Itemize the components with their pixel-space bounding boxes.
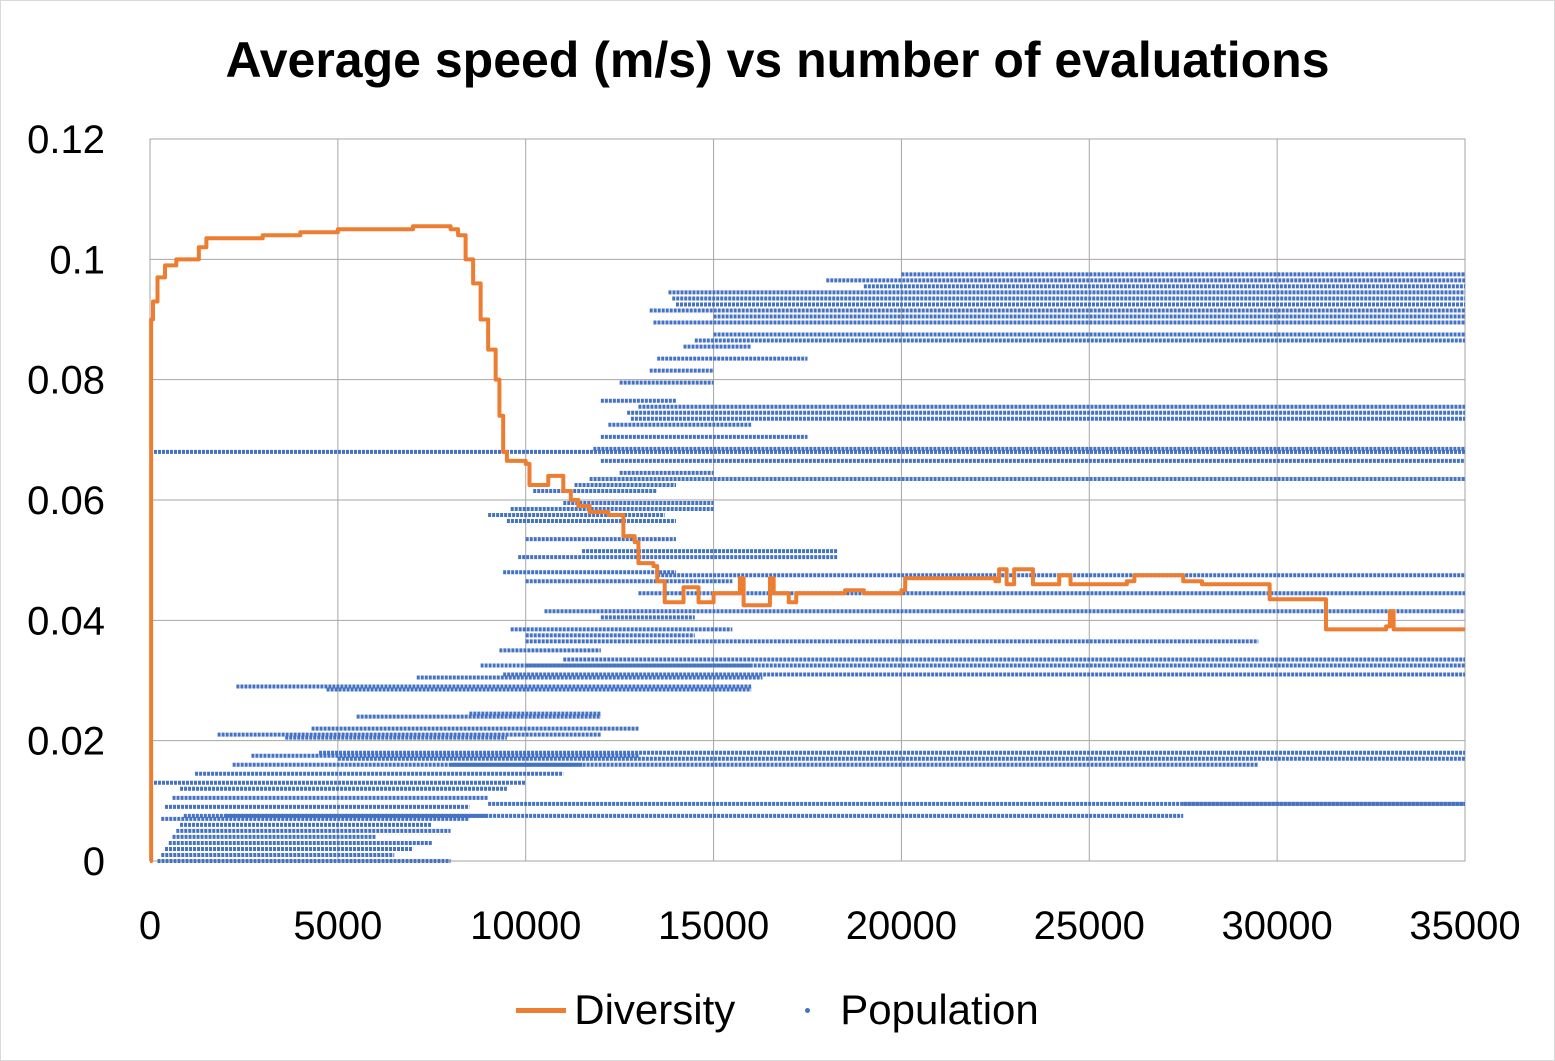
legend-swatch-diversity bbox=[516, 1007, 567, 1013]
x-tick-label: 30000 bbox=[1222, 904, 1333, 948]
x-tick-label: 25000 bbox=[1034, 904, 1145, 948]
x-tick-label: 10000 bbox=[470, 904, 581, 948]
legend: Diversity Population bbox=[1, 983, 1554, 1037]
x-tick-label: 20000 bbox=[846, 904, 957, 948]
x-tick-label: 35000 bbox=[1409, 904, 1520, 948]
y-tick-label: 0.06 bbox=[27, 479, 105, 523]
legend-item-population: Population bbox=[795, 986, 1039, 1034]
diversity-line bbox=[149, 224, 1465, 863]
legend-item-diversity: Diversity bbox=[516, 986, 735, 1034]
x-tick-label: 5000 bbox=[293, 904, 382, 948]
y-tick-label: 0.04 bbox=[27, 599, 105, 643]
y-tick-label: 0.1 bbox=[49, 238, 105, 282]
y-tick-label: 0.08 bbox=[27, 359, 105, 403]
y-tick-label: 0.12 bbox=[27, 118, 105, 162]
x-tick-label: 0 bbox=[139, 904, 161, 948]
legend-label-diversity: Diversity bbox=[574, 986, 736, 1033]
y-tick-label: 0 bbox=[83, 840, 105, 884]
y-tick-label: 0.02 bbox=[27, 720, 105, 764]
x-tick-label: 15000 bbox=[658, 904, 769, 948]
chart-title: Average speed (m/s) vs number of evaluat… bbox=[225, 32, 1330, 88]
legend-label-population: Population bbox=[840, 986, 1039, 1033]
legend-swatch-population bbox=[805, 1007, 811, 1013]
